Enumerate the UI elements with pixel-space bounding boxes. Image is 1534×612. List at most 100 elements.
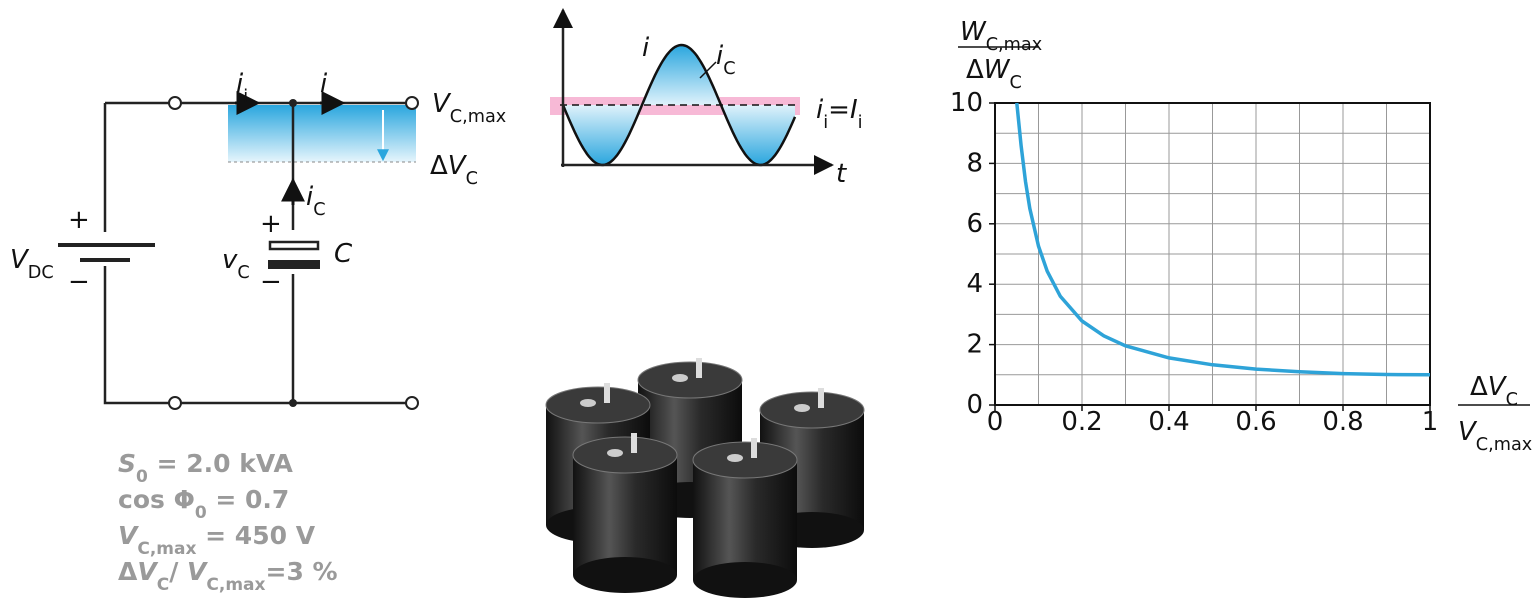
spec-line-part: 0 <box>136 467 148 487</box>
capacitor-label-part: C <box>334 239 353 269</box>
capacitor-terminal <box>607 449 623 457</box>
figure: + − + − 00.20.40.60.810246810WC,maxΔWCΔV… <box>0 0 1534 612</box>
node <box>289 399 297 407</box>
circuit: + − + − <box>58 97 418 409</box>
capacitor-current-label: iC <box>306 182 326 220</box>
mean-current-label-part: I <box>850 95 858 125</box>
page: + − + − 00.20.40.60.810246810WC,maxΔWCΔV… <box>0 0 1534 612</box>
source-label-part: DC <box>28 263 54 283</box>
capacitor-current-label-part: C <box>723 59 735 79</box>
x-tick-label: 0.2 <box>1061 407 1102 437</box>
y-label-numerator-part: W <box>960 17 987 47</box>
capacitor-current-label: iC <box>716 41 736 79</box>
y-label-denominator-part: C <box>1010 73 1022 93</box>
y-label-numerator: WC,max <box>960 17 1042 55</box>
y-tick-label: 4 <box>966 269 983 299</box>
spec-line: VC,max = 450 V <box>118 521 316 559</box>
waveform <box>550 10 832 167</box>
spec-line-part: = 0.7 <box>207 485 290 514</box>
plus-sign: + <box>68 205 90 235</box>
spec-line-part: V <box>137 557 158 586</box>
terminal <box>169 97 181 109</box>
capacitor-lead <box>818 388 824 408</box>
x-tick-label: 0 <box>987 407 1004 437</box>
minus-sign: − <box>68 267 90 297</box>
capacitor-lead <box>604 383 610 403</box>
time-label: t <box>836 159 847 189</box>
source-label: VDC <box>10 245 54 283</box>
spec-line-part: =3 % <box>266 557 338 586</box>
output-current-label: i <box>320 69 328 99</box>
capacitor-terminal <box>794 404 810 412</box>
plus-sign: + <box>260 209 282 239</box>
data-line <box>1017 103 1430 375</box>
capacitor-terminal <box>580 399 596 407</box>
x-label-numerator-part: Δ <box>1470 372 1488 402</box>
capacitor-terminal <box>672 374 688 382</box>
voltage-ripple-label: ΔVC <box>430 151 478 189</box>
y-tick-label: 6 <box>966 209 983 239</box>
capacitor-photo <box>546 358 864 598</box>
capacitor-top <box>693 442 797 478</box>
spec-line-part: C <box>157 575 169 595</box>
spec-line-part: cos Φ <box>118 485 195 514</box>
spec-line-part: C,max <box>206 575 265 595</box>
capacitor-top <box>573 437 677 473</box>
capacitor-lead <box>751 438 757 458</box>
capacitor-lead <box>631 433 637 453</box>
capacitor-top <box>760 392 864 428</box>
terminal <box>169 397 181 409</box>
input-current-label-part: i <box>243 87 248 107</box>
y-tick-label: 10 <box>950 88 983 118</box>
spec-line: cos Φ0 = 0.7 <box>118 485 289 523</box>
capacitor-terminal <box>727 454 743 462</box>
terminal <box>406 97 418 109</box>
current-label: i <box>642 33 650 63</box>
capacitor-lead <box>696 358 702 378</box>
spec-line-part: = 2.0 kVA <box>148 449 294 478</box>
spec-line-part: = 450 V <box>196 521 315 550</box>
y-tick-label: 8 <box>966 148 983 178</box>
terminal <box>406 397 418 409</box>
capacitor-bottom <box>693 562 797 598</box>
output-current-label-part: i <box>320 69 328 99</box>
spec-line-part: C,max <box>137 539 196 559</box>
spec-line-part: 0 <box>195 503 207 523</box>
mean-current-label: ii=Ii <box>816 95 863 133</box>
y-tick-label: 2 <box>966 330 983 360</box>
spec-line-part: V <box>118 521 139 550</box>
current-label-part: i <box>642 33 650 63</box>
y-label-denominator-part: Δ <box>966 55 984 85</box>
x-tick-label: 0.8 <box>1322 407 1363 437</box>
node <box>289 99 297 107</box>
x-label-denominator: VC,max <box>1458 417 1532 455</box>
y-label-numerator-part: C,max <box>986 35 1042 55</box>
capacitor-bottom <box>573 557 677 593</box>
mean-current-label-part: = <box>828 95 850 125</box>
voltage-ripple-label-part: C <box>466 169 478 189</box>
mean-current-label-part: i <box>858 113 863 133</box>
spec-line-part: Δ <box>118 557 138 586</box>
x-label-denominator-part: C,max <box>1476 435 1532 455</box>
capacitor-top <box>638 362 742 398</box>
minus-sign: − <box>260 267 282 297</box>
spec-line-part: S <box>118 449 136 478</box>
spec-line: ΔVC/ VC,max=3 % <box>118 557 338 595</box>
voltage-ripple-label-part: Δ <box>430 151 448 181</box>
y-label-denominator-part: W <box>984 55 1011 85</box>
x-tick-label: 1 <box>1422 407 1439 437</box>
time-label-part: t <box>836 159 847 189</box>
capacitor-plate <box>270 242 318 249</box>
capacitor-voltage-label-part: C <box>237 263 249 283</box>
capacitor-voltage-label-part: v <box>222 245 238 275</box>
y-tick-label: 0 <box>966 390 983 420</box>
x-tick-label: 0.6 <box>1235 407 1276 437</box>
max-voltage-label: VC,max <box>432 89 506 127</box>
capacitor-current-label-part: C <box>313 200 325 220</box>
ripple-band <box>228 105 416 162</box>
capacitor-label: C <box>334 239 353 269</box>
x-tick-label: 0.4 <box>1148 407 1189 437</box>
max-voltage-label-part: C,max <box>450 107 506 127</box>
capacitor-top <box>546 387 650 423</box>
